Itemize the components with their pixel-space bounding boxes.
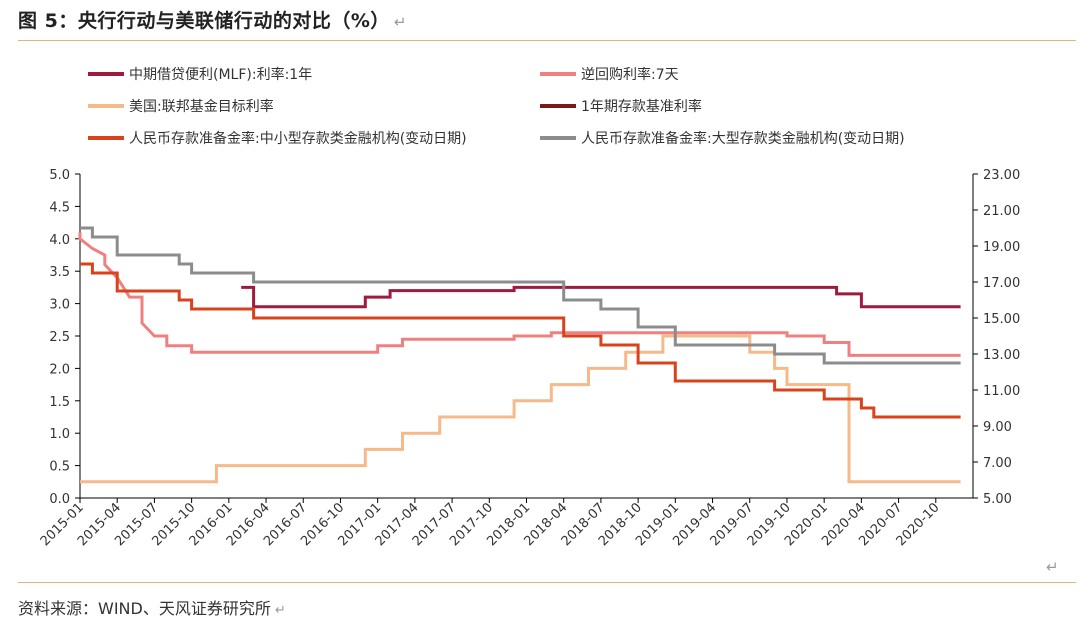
legend-label-3: 美国:联邦基金目标利率 (129, 98, 274, 115)
left-tick-label: 0.0 (49, 492, 70, 507)
left-tick-label: 1.0 (49, 427, 70, 442)
legend-label-4: 1年期存款基准利率 (581, 98, 702, 115)
left-tick-label: 2.5 (49, 330, 70, 345)
right-tick-label: 5.00 (983, 492, 1012, 507)
chart-title: 图 5：央行行动与美联储行动的对比（%） ↵ (18, 10, 407, 32)
legend-label-2: 逆回购利率:7天 (581, 66, 679, 83)
right-tick-label: 21.00 (983, 204, 1020, 219)
return-mark: ↵ (1046, 558, 1059, 576)
right-tick-label: 17.00 (983, 276, 1020, 291)
return-mark: ↵ (274, 603, 286, 618)
series-line-5 (80, 262, 961, 419)
right-tick-label: 23.00 (983, 168, 1020, 183)
right-tick-label: 19.00 (983, 240, 1020, 255)
series-line-1 (241, 285, 961, 309)
left-tick-label: 0.5 (49, 460, 70, 475)
legend-label-1: 中期借贷便利(MLF):利率:1年 (129, 66, 312, 83)
left-tick-label: 3.5 (49, 265, 70, 280)
right-tick-label: 13.00 (983, 348, 1020, 363)
right-tick-label: 11.00 (983, 384, 1020, 399)
series-line-3 (80, 334, 961, 484)
source-note: 资料来源：WIND、天风证券研究所 ↵ (18, 599, 286, 618)
series-line-2 (78, 232, 961, 357)
return-mark: ↵ (393, 13, 407, 31)
legend-label-5: 人民币存款准备金率:中小型存款类金融机构(变动日期) (129, 130, 467, 147)
left-tick-label: 4.5 (49, 200, 70, 215)
right-tick-label: 7.00 (983, 456, 1012, 471)
bottom-rule (18, 582, 1076, 583)
left-tick-label: 2.0 (49, 362, 70, 377)
left-tick-label: 4.0 (49, 233, 70, 248)
chart: 0.0 0.5 1.0 1.5 2.0 2.5 3.0 3.5 4.0 4.5 5.0 5.00 7.0… (38, 66, 1020, 549)
left-tick-label: 1.5 (49, 395, 70, 410)
legend-label-6: 人民币存款准备金率:大型存款类金融机构(变动日期) (581, 130, 905, 147)
series-line-6 (80, 226, 961, 365)
top-rule (18, 40, 1076, 41)
left-tick-label: 5.0 (49, 168, 70, 183)
right-tick-label: 15.00 (983, 312, 1020, 327)
left-tick-label: 3.0 (49, 298, 70, 313)
right-tick-label: 9.00 (983, 420, 1012, 435)
